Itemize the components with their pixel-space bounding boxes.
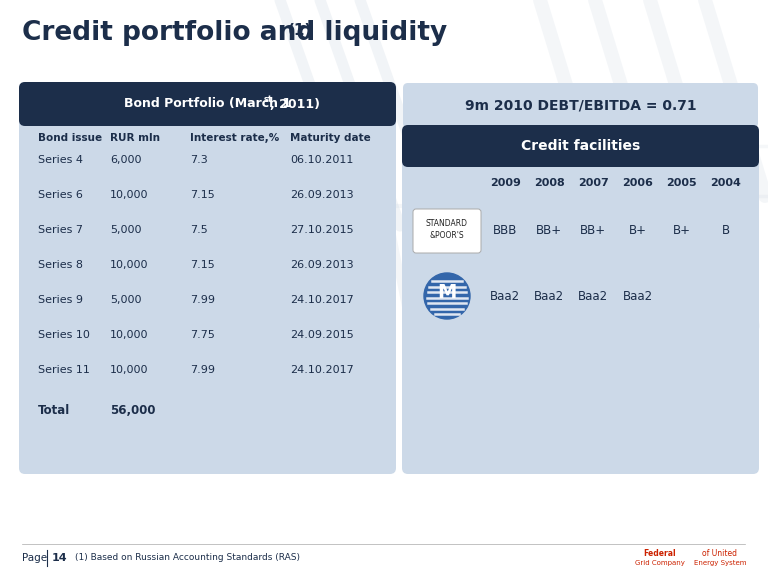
FancyBboxPatch shape [413,209,481,253]
Text: M: M [437,283,457,302]
Text: Baa2: Baa2 [623,290,653,302]
Text: BBB: BBB [493,225,518,237]
Text: Baa2: Baa2 [490,290,520,302]
Text: 2009: 2009 [490,178,521,188]
FancyBboxPatch shape [402,125,759,474]
Text: 10,000: 10,000 [110,330,148,340]
Text: 7.15: 7.15 [190,260,215,270]
Text: Interest rate,%: Interest rate,% [190,133,280,143]
Text: Credit facilities: Credit facilities [521,139,640,153]
Text: B+: B+ [628,225,647,237]
Text: 10,000: 10,000 [110,260,148,270]
Text: Maturity date: Maturity date [290,133,371,143]
Text: BB+: BB+ [536,225,562,237]
Text: 27.10.2015: 27.10.2015 [290,225,353,235]
Text: 2007: 2007 [578,178,609,188]
Text: 2004: 2004 [710,178,741,188]
Text: of United: of United [703,550,737,559]
Text: RUR mln: RUR mln [110,133,160,143]
Text: 56,000: 56,000 [110,404,155,416]
Text: B: B [722,225,730,237]
Text: Bond Portfolio (March 1: Bond Portfolio (March 1 [124,97,291,111]
FancyBboxPatch shape [19,82,396,126]
Text: Series 4: Series 4 [38,155,83,165]
Text: 6,000: 6,000 [110,155,141,165]
Text: Bond issue: Bond issue [38,133,102,143]
Text: 7.99: 7.99 [190,295,215,305]
Text: (1): (1) [288,23,313,38]
Text: 7.3: 7.3 [190,155,208,165]
Text: 14: 14 [52,553,68,563]
Text: 26.09.2013: 26.09.2013 [290,190,353,200]
Text: 9m 2010 DEBT/EBITDA = 0.71: 9m 2010 DEBT/EBITDA = 0.71 [465,98,697,112]
Text: 7.99: 7.99 [190,365,215,375]
FancyBboxPatch shape [403,83,758,128]
Text: Series 11: Series 11 [38,365,90,375]
Text: 10,000: 10,000 [110,190,148,200]
Text: 10,000: 10,000 [110,365,148,375]
Text: Baa2: Baa2 [535,290,564,302]
Text: 24.10.2017: 24.10.2017 [290,365,354,375]
Text: 2005: 2005 [667,178,697,188]
Text: Baa2: Baa2 [578,290,608,302]
Text: B+: B+ [673,225,690,237]
Bar [25,104,390,120]
Text: 24.10.2017: 24.10.2017 [290,295,354,305]
Text: &POOR'S: &POOR'S [429,232,465,241]
FancyBboxPatch shape [402,125,759,167]
Text: , 2011): , 2011) [270,97,320,111]
Circle shape [424,273,470,319]
Text: STANDARD: STANDARD [426,219,468,229]
Text: st: st [263,94,273,104]
Text: 06.10.2011: 06.10.2011 [290,155,353,165]
Text: 5,000: 5,000 [110,225,141,235]
Text: Series 7: Series 7 [38,225,83,235]
Text: 24.09.2015: 24.09.2015 [290,330,354,340]
Text: 2008: 2008 [534,178,564,188]
Text: Series 9: Series 9 [38,295,83,305]
Text: Series 6: Series 6 [38,190,83,200]
FancyBboxPatch shape [19,82,396,474]
Text: Total: Total [38,404,70,416]
Text: BB+: BB+ [581,225,607,237]
Text: Energy System: Energy System [694,560,746,566]
Text: Series 8: Series 8 [38,260,83,270]
Text: 7.75: 7.75 [190,330,215,340]
Text: 7.15: 7.15 [190,190,215,200]
Text: 2006: 2006 [622,178,653,188]
Text: Grid Company: Grid Company [635,560,685,566]
Text: Federal: Federal [644,550,677,559]
Text: Series 10: Series 10 [38,330,90,340]
Bar [408,146,753,161]
Text: 7.5: 7.5 [190,225,208,235]
Text: 26.09.2013: 26.09.2013 [290,260,353,270]
Text: 5,000: 5,000 [110,295,141,305]
Text: Credit portfolio and liquidity: Credit portfolio and liquidity [22,20,447,46]
Text: Page: Page [22,553,47,563]
Text: (1) Based on Russian Accounting Standards (RAS): (1) Based on Russian Accounting Standard… [75,554,300,563]
